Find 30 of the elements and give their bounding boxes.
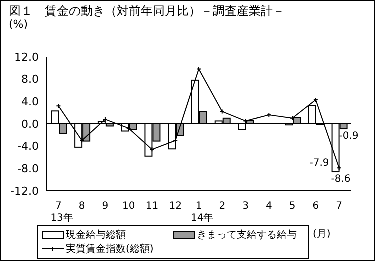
chart-title: 図１ 賃金の動き（対前年同月比）－調査産業計－ [9,3,285,20]
text: 13年 [50,212,74,224]
x-tick-label: 5 [289,201,296,212]
x-tick-label: 10 [122,201,136,212]
y-tick-label: -12.0 [10,184,39,198]
x-tick-label: 9 [102,201,109,212]
y-tick-label: -4.0 [18,140,39,154]
text: 14年 [191,212,214,224]
y-tick-label: -8.0 [18,162,39,176]
legend-label: 実質賃金指数(総額) [65,242,155,256]
x-tick-label: 12 [169,201,182,212]
y-tick-label: 4.0 [22,96,39,109]
x-tick-label: 4 [266,201,272,212]
data-label: -8.6 [331,174,351,186]
x-tick-label: 7 [56,201,62,212]
x-tick-label: 7 [336,201,342,212]
x-axis-title: (月) [313,228,331,241]
legend-label: きまって支給する給与 [196,228,298,242]
y-axis-title: (%) [9,18,28,31]
x-tick-label: 1 [196,201,202,212]
x-tick-label: 6 [312,201,320,212]
y-tick-label: 12.0 [14,50,39,64]
y-tick-label: 0.0 [22,118,39,131]
x-tick-label: 8 [78,201,86,212]
x-tick-label: 2 [219,201,226,212]
y-tick-label: 8.0 [22,73,39,86]
legend-label: 現金給与総額 [65,228,127,242]
x-tick-label: 11 [146,201,159,212]
x-tick-label: 3 [242,201,249,212]
data-label: -7.9 [310,158,330,170]
